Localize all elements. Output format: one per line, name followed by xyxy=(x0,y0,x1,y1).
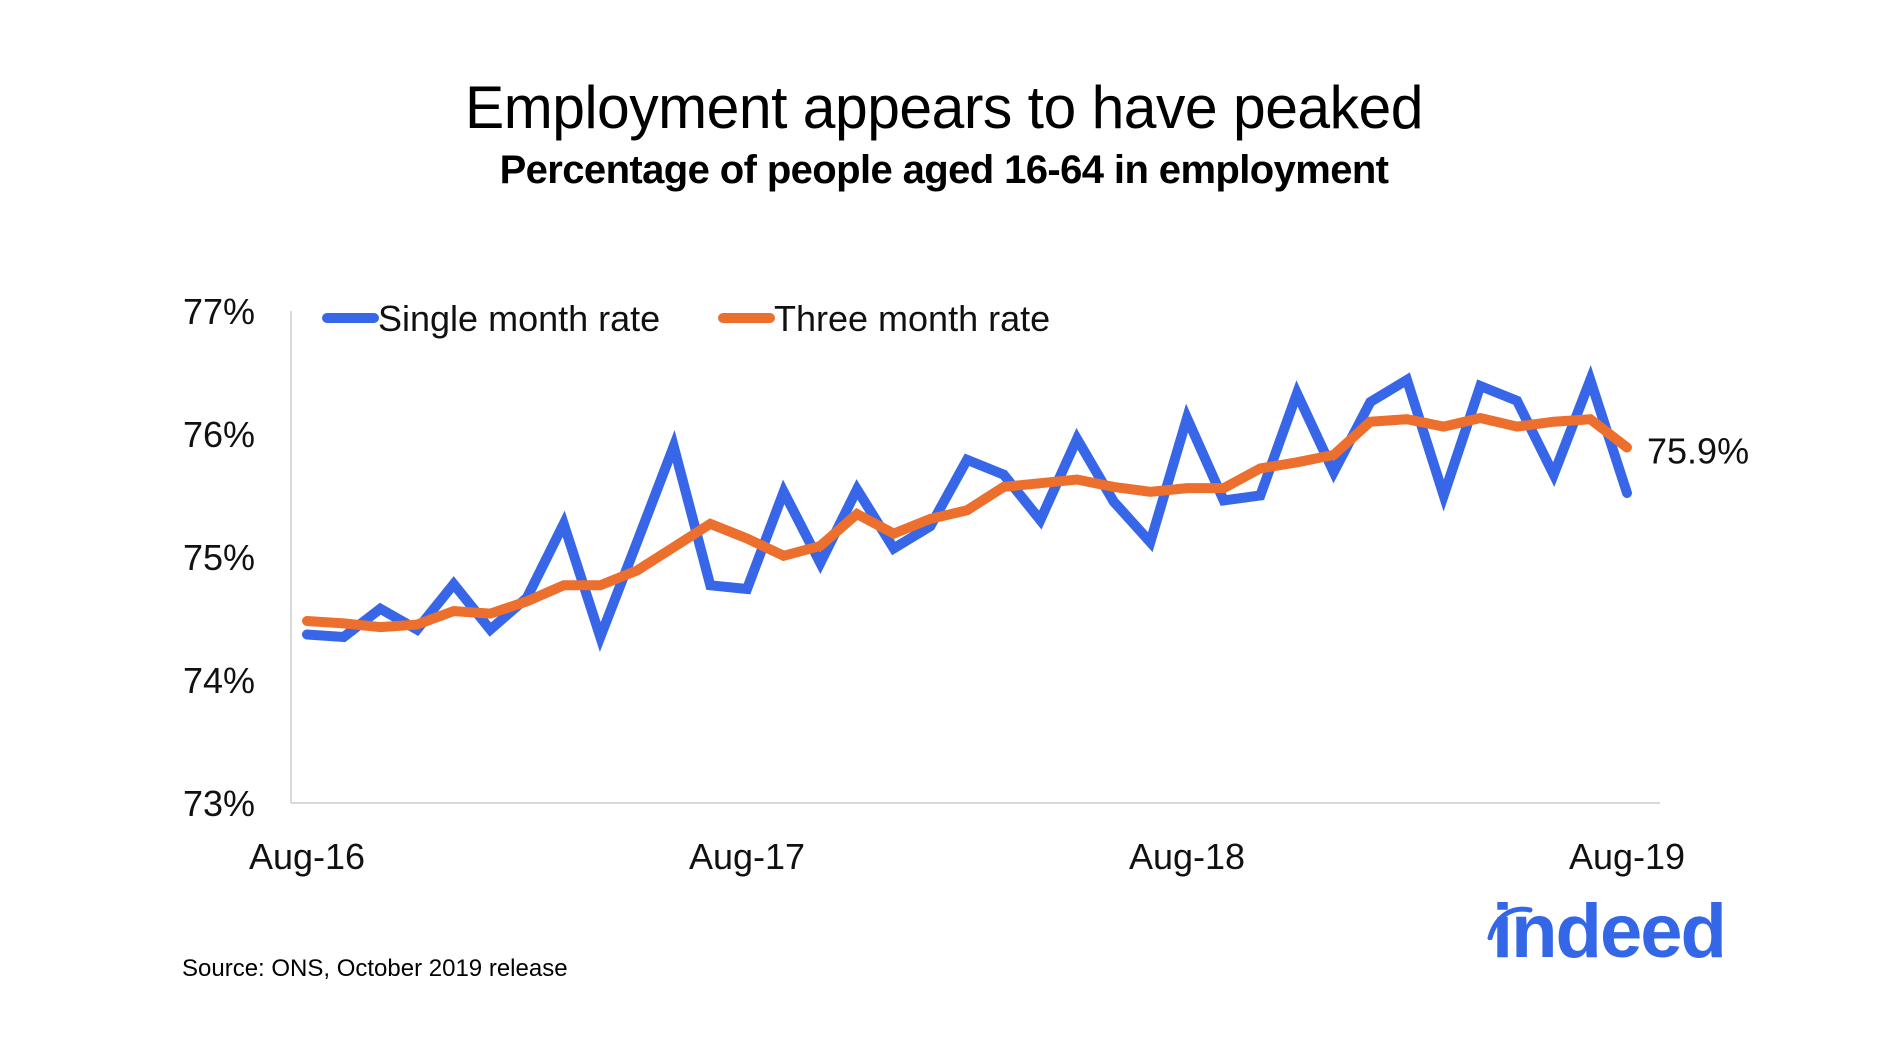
x-tick-label: Aug-16 xyxy=(249,836,365,877)
logo-arc-icon xyxy=(1487,906,1533,940)
legend-label: Three month rate xyxy=(774,298,1050,339)
x-tick-label: Aug-17 xyxy=(689,836,805,877)
chart-subtitle: Percentage of people aged 16-64 in emplo… xyxy=(499,148,1389,192)
axes xyxy=(290,311,1660,804)
legend-item: Three month rate xyxy=(718,298,1050,339)
logo-wordmark: indeed xyxy=(1492,889,1727,974)
x-tick-label: Aug-18 xyxy=(1129,836,1245,877)
source-note: Source: ONS, October 2019 release xyxy=(182,955,568,982)
annotations: 75.9% xyxy=(1647,431,1749,472)
x-tick-label: Aug-19 xyxy=(1569,836,1685,877)
legend-label: Single month rate xyxy=(378,298,660,339)
legend-item: Single month rate xyxy=(322,298,660,339)
y-tick-label: 76% xyxy=(183,414,255,455)
end-value-label: 75.9% xyxy=(1647,431,1749,472)
chart-title: Employment appears to have peaked xyxy=(465,74,1423,141)
y-tick-label: 77% xyxy=(183,291,255,332)
series-lines xyxy=(302,364,1632,652)
y-tick-label: 73% xyxy=(183,783,255,824)
x-tick-labels: Aug-16 Aug-17 Aug-18 Aug-19 xyxy=(249,836,1685,877)
indeed-logo: indeed xyxy=(1486,894,1756,980)
legend: Single month rate Three month rate xyxy=(322,298,1050,339)
y-tick-label: 75% xyxy=(183,537,255,578)
y-tick-labels: 73% 74% 75% 76% 77% xyxy=(183,291,255,824)
y-tick-label: 74% xyxy=(183,660,255,701)
series-three-month-rate xyxy=(302,412,1632,633)
